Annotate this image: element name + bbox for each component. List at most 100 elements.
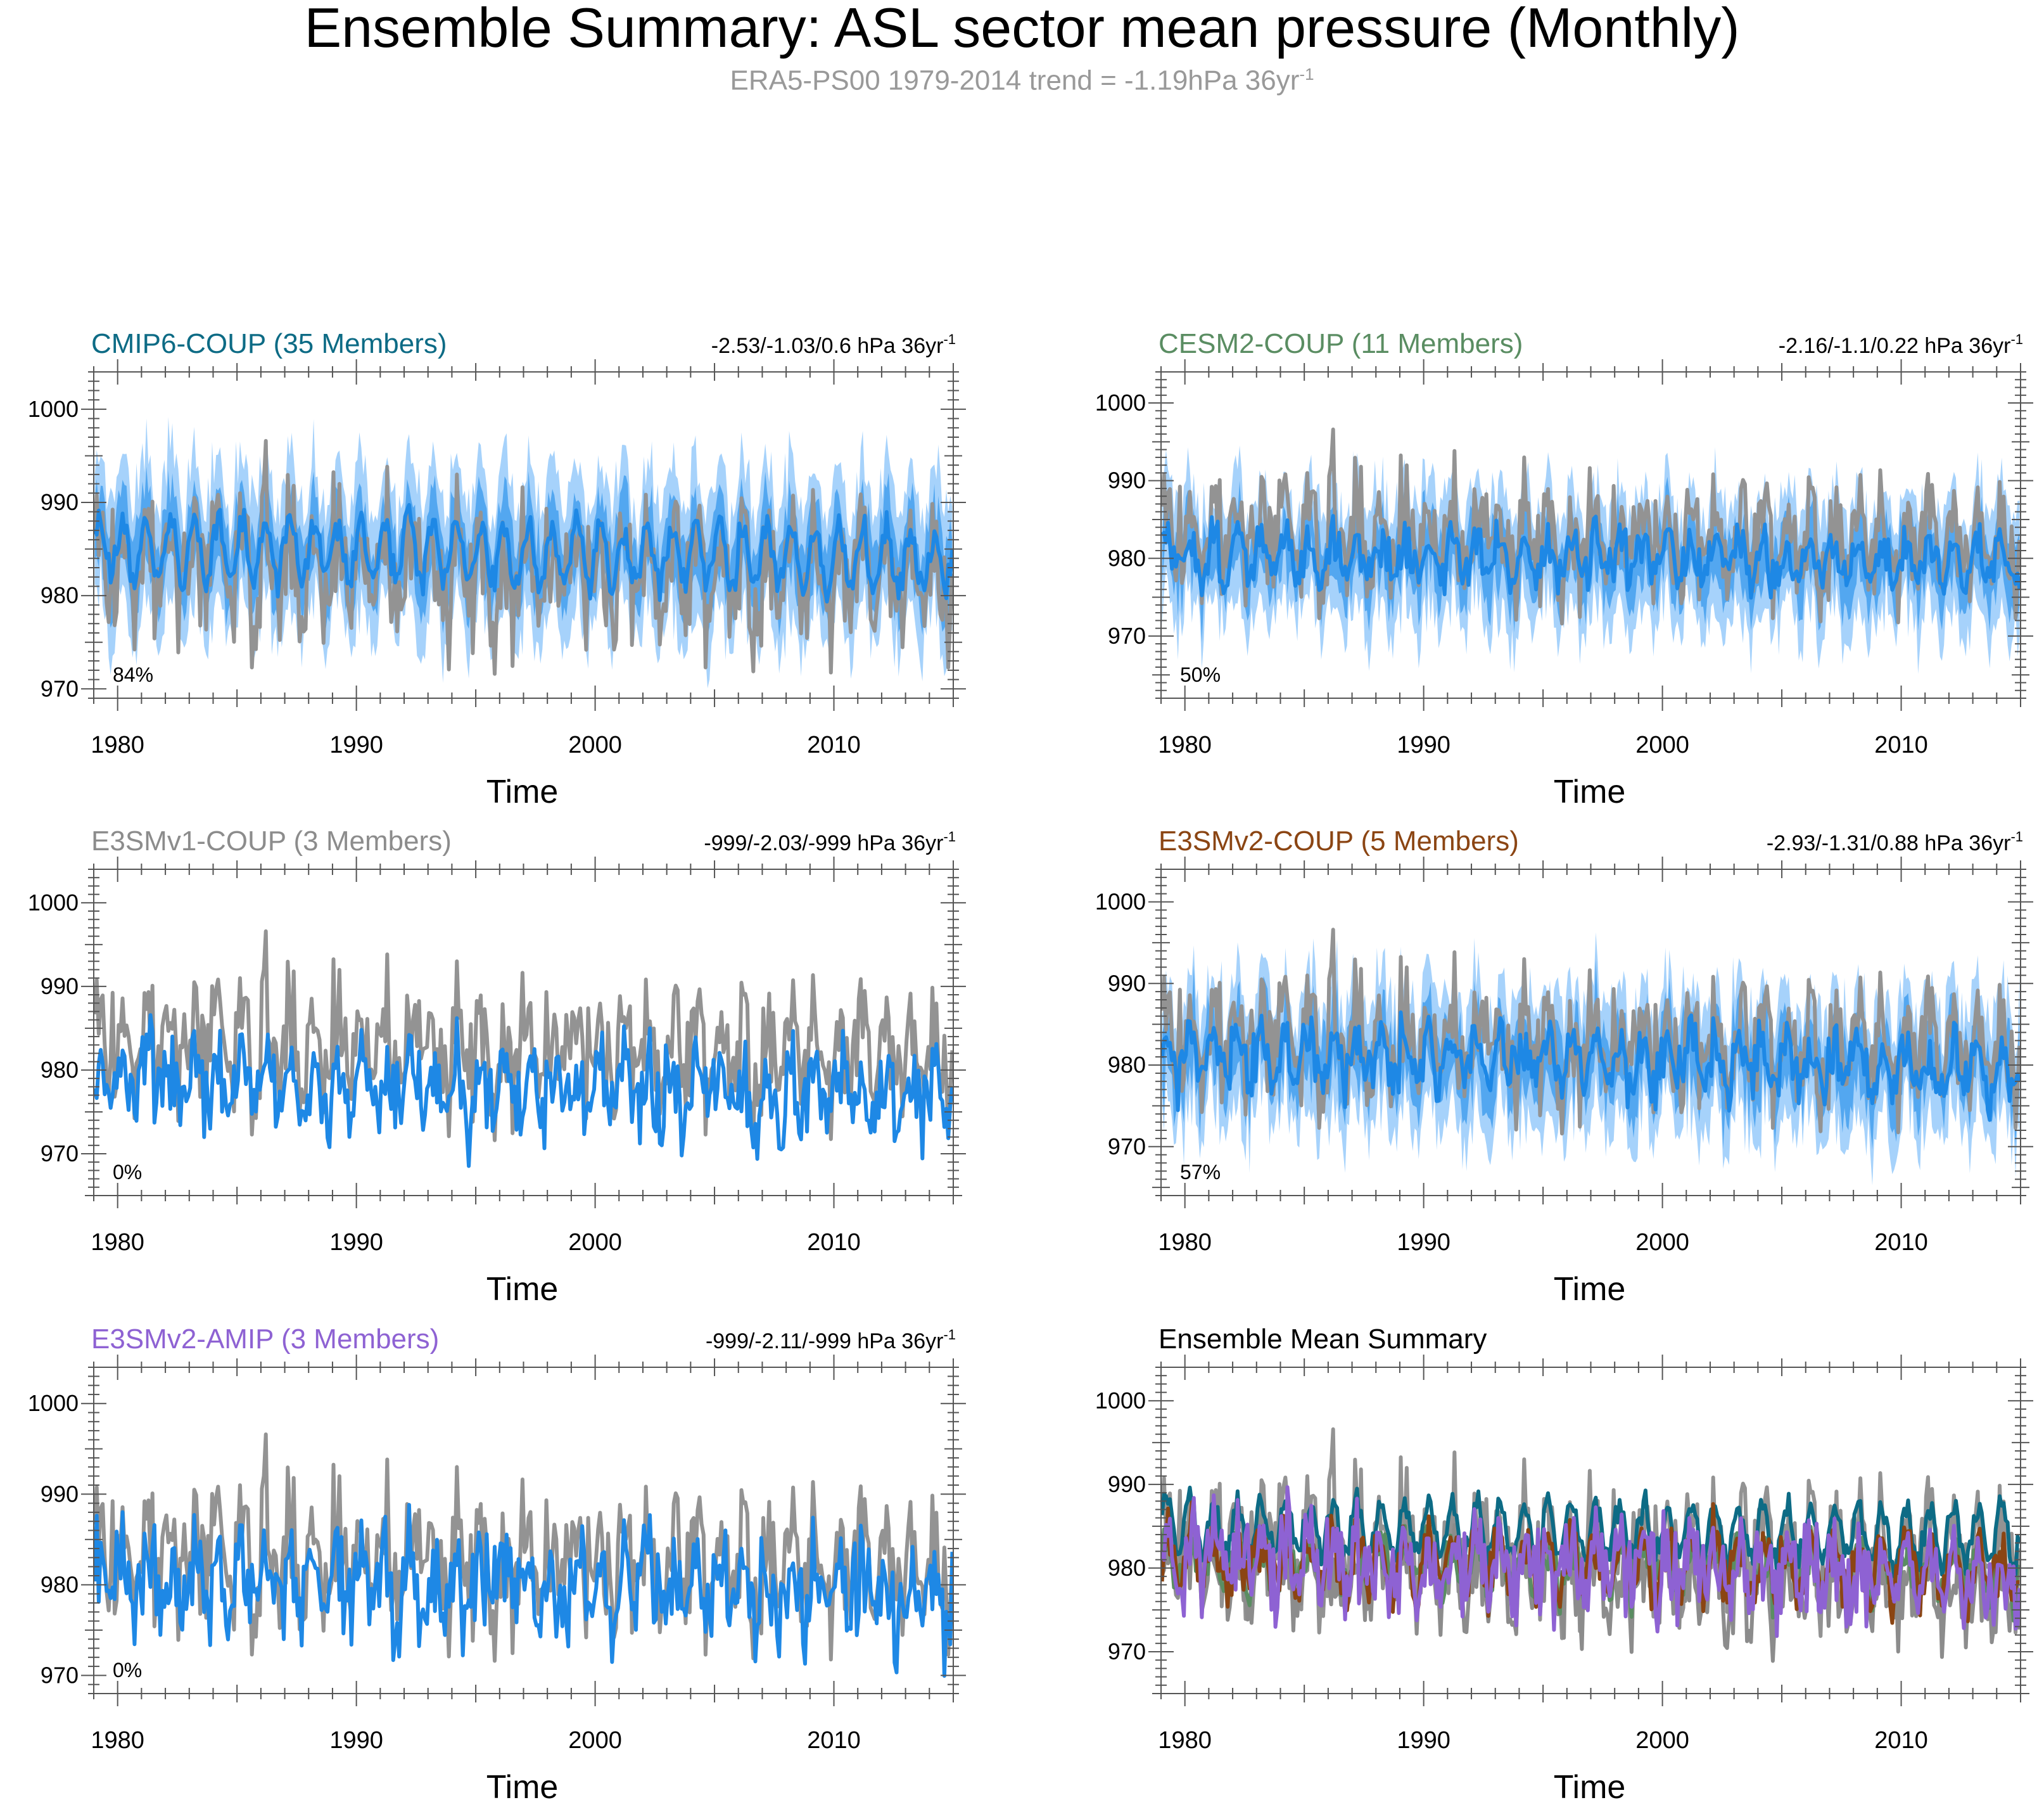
panel-title: CESM2-COUP (11 Members) <box>1158 328 1523 359</box>
x-tick-label: 2010 <box>807 732 861 758</box>
trend-value: -2.53/-1.03/0.6 hPa 36yr <box>711 334 944 358</box>
plot-area <box>94 1432 953 1678</box>
trend-value: -2.16/-1.1/0.22 hPa 36yr <box>1779 334 2011 358</box>
y-tick-label: 990 <box>41 489 79 515</box>
x-tick-label: 1990 <box>329 732 383 758</box>
y-tick-label: 970 <box>1108 1638 1146 1664</box>
y-tick-label: 1000 <box>1095 1388 1146 1414</box>
x-tick-label: 2010 <box>1874 732 1928 758</box>
x-axis-label: Time <box>1554 774 1626 810</box>
trend-superscript: -1 <box>943 829 956 845</box>
chart-panel: E3SMv2-COUP (5 Members) -2.93/-1.31/0.88 … <box>1095 826 2033 1308</box>
y-tick-label: 980 <box>1108 545 1146 571</box>
trend-value: -999/-2.11/-999 hPa 36yr <box>706 1329 944 1353</box>
x-tick-label: 2000 <box>1635 732 1689 758</box>
panel-title: E3SMv2-COUP (5 Members) <box>1158 826 1519 857</box>
x-tick-label: 1990 <box>1397 1727 1450 1754</box>
chart-panel: CMIP6-COUP (35 Members) -2.53/-1.03/0.6 h… <box>28 328 966 810</box>
trend-superscript: -1 <box>2010 829 2023 845</box>
plot-area <box>1161 1427 2021 1663</box>
x-tick-label: 1990 <box>1397 1229 1450 1256</box>
chart-panel: Ensemble Mean Summary 970 980 990 1000 1980 19… <box>1095 1324 2033 1800</box>
chart-panel: E3SMv1-COUP (3 Members) -999/-2.03/-999 h… <box>28 826 966 1308</box>
panel-title: E3SMv1-COUP (3 Members) <box>91 826 452 857</box>
x-axis-label: Time <box>486 774 559 810</box>
series-line-era5 <box>1161 427 2021 626</box>
y-tick-label: 1000 <box>28 1390 79 1416</box>
x-axis-label: Time <box>486 1271 559 1308</box>
x-tick-label: 2010 <box>1874 1229 1928 1256</box>
x-tick-label: 1990 <box>329 1229 383 1256</box>
panel-title: Ensemble Mean Summary <box>1158 1324 1487 1355</box>
x-tick-label: 2000 <box>568 1229 622 1256</box>
series-line-cesm2-coup-ensemble-mean <box>1161 514 2021 600</box>
plot-area <box>94 929 953 1168</box>
panel-trend: -999/-2.03/-999 hPa 36yr-1 <box>704 829 956 855</box>
panel-trend: -2.93/-1.31/0.88 hPa 36yr-1 <box>1767 829 2023 855</box>
panel-trend: -999/-2.11/-999 hPa 36yr-1 <box>706 1327 956 1353</box>
x-tick-label: 1980 <box>1158 1229 1212 1256</box>
x-tick-label: 1990 <box>1397 732 1450 758</box>
series-line-e3smv2-amip-ensemble-mean <box>94 1503 953 1678</box>
y-tick-label: 970 <box>1108 623 1146 649</box>
x-tick-label: 1980 <box>91 1229 144 1256</box>
y-tick-label: 1000 <box>1095 390 1146 416</box>
x-tick-label: 2010 <box>807 1229 861 1256</box>
panel-trend: -2.53/-1.03/0.6 hPa 36yr-1 <box>711 331 956 358</box>
series-line-e3smv2-coup-ensemble-mean <box>1161 1010 2021 1122</box>
plot-area <box>94 417 953 689</box>
panel-title: E3SMv2-AMIP (3 Members) <box>91 1324 439 1355</box>
y-tick-label: 990 <box>1108 468 1146 494</box>
x-axis-label: Time <box>486 1769 559 1800</box>
x-tick-label: 2000 <box>568 1727 622 1754</box>
y-tick-label: 990 <box>41 973 79 999</box>
x-tick-label: 2000 <box>568 732 622 758</box>
x-tick-label: 2010 <box>1874 1727 1928 1754</box>
y-tick-label: 980 <box>1108 1555 1146 1581</box>
trend-superscript: -1 <box>943 331 956 347</box>
x-tick-label: 1980 <box>1158 732 1212 758</box>
trend-value: -999/-2.03/-999 hPa 36yr <box>704 831 943 855</box>
y-tick-label: 980 <box>1108 1052 1146 1078</box>
y-tick-label: 980 <box>41 1571 79 1597</box>
figure-subtitle: ERA5-PS00 1979-2014 trend = -1.19hPa 36y… <box>0 66 2044 95</box>
y-tick-label: 970 <box>41 1140 79 1166</box>
x-axis-label: Time <box>1554 1271 1626 1308</box>
y-tick-label: 990 <box>41 1481 79 1507</box>
panel-title: CMIP6-COUP (35 Members) <box>91 328 447 359</box>
y-tick-label: 980 <box>41 582 79 608</box>
trend-value: -2.93/-1.31/0.88 hPa 36yr <box>1767 831 2011 855</box>
x-tick-label: 1980 <box>1158 1727 1212 1754</box>
chart-panel: E3SMv2-AMIP (3 Members) -999/-2.11/-999 h… <box>28 1324 966 1800</box>
panel-trend: -2.16/-1.1/0.22 hPa 36yr-1 <box>1779 331 2023 358</box>
x-tick-label: 2010 <box>807 1727 861 1754</box>
series-line-e3smv1-coup-ensemble-mean <box>94 1013 953 1168</box>
y-tick-label: 980 <box>41 1057 79 1083</box>
x-tick-label: 2000 <box>1635 1229 1689 1256</box>
series-line-e3smv2-amip <box>1161 1485 2021 1638</box>
percent-label: 0% <box>113 1659 142 1682</box>
series-line-era5 <box>94 929 953 1142</box>
subtitle-superscript: -1 <box>1299 65 1314 84</box>
percent-label: 84% <box>113 663 153 686</box>
chart-panel: CESM2-COUP (11 Members) -2.16/-1.1/0.22 h… <box>1095 328 2033 810</box>
x-tick-label: 1990 <box>329 1727 383 1754</box>
y-tick-label: 990 <box>1108 970 1146 996</box>
percent-label: 0% <box>113 1161 142 1184</box>
figure-title: Ensemble Summary: ASL sector mean pressu… <box>304 0 1740 59</box>
x-axis-label: Time <box>1554 1769 1626 1800</box>
series-line-cmip6-coup-ensemble-mean <box>94 502 953 604</box>
percent-label: 50% <box>1180 663 1221 686</box>
x-tick-label: 1980 <box>91 1727 144 1754</box>
y-tick-label: 1000 <box>28 396 79 422</box>
y-tick-label: 1000 <box>28 890 79 916</box>
x-tick-label: 2000 <box>1635 1727 1689 1754</box>
trend-superscript: -1 <box>2010 331 2023 347</box>
y-tick-label: 990 <box>1108 1471 1146 1497</box>
trend-superscript: -1 <box>943 1327 956 1343</box>
y-tick-label: 970 <box>41 1662 79 1688</box>
subtitle-text: ERA5-PS00 1979-2014 trend = -1.19hPa 36y… <box>730 65 1300 96</box>
series-line-era5 <box>1161 928 2021 1136</box>
y-tick-label: 970 <box>41 675 79 701</box>
